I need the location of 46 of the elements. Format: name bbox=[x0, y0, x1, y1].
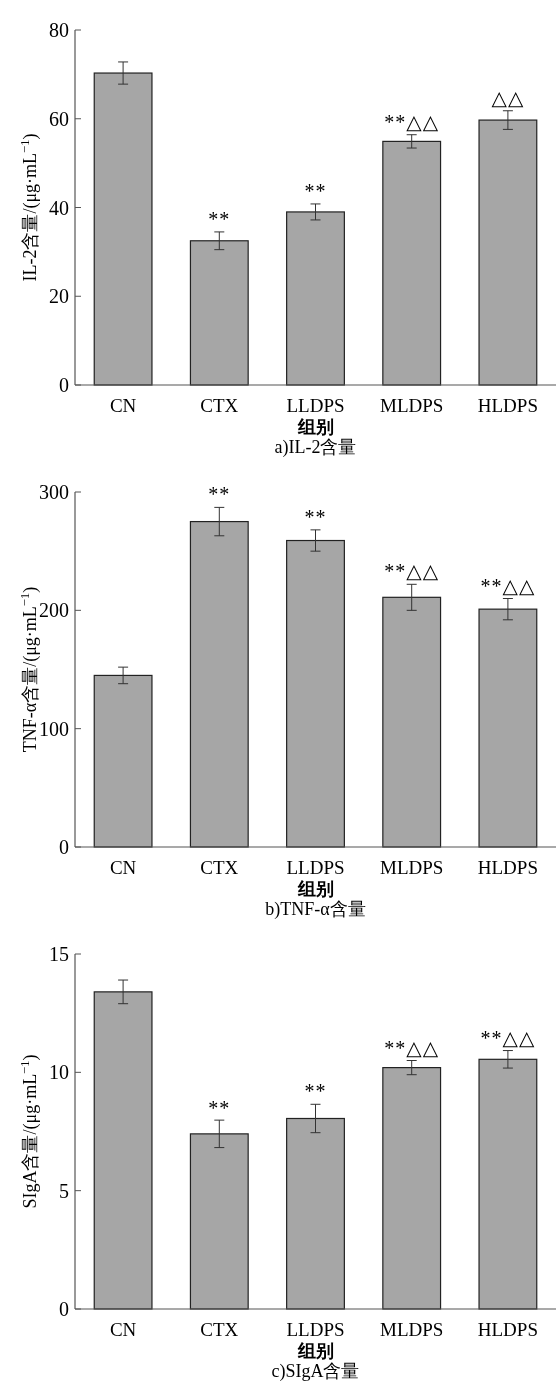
y-tick-label: 15 bbox=[49, 943, 69, 965]
annotation: △△ bbox=[491, 86, 525, 109]
annotation: **△△ bbox=[384, 110, 440, 133]
x-tick-label: HLDPS bbox=[477, 1319, 538, 1340]
x-tick-label: LLDPS bbox=[286, 1319, 345, 1340]
annotation: ** bbox=[208, 1096, 231, 1119]
y-tick-label: 40 bbox=[49, 196, 69, 219]
x-tick-label: CN bbox=[109, 395, 137, 416]
x-tick-label: CTX bbox=[200, 395, 239, 416]
x-tick-label: LLDPS bbox=[286, 395, 345, 416]
y-tick-label: 10 bbox=[49, 1061, 69, 1084]
y-tick-label: 200 bbox=[39, 599, 69, 622]
y-tick-label: 0 bbox=[59, 374, 69, 396]
y-tick-label: 100 bbox=[39, 717, 69, 740]
x-tick-label: MLDPS bbox=[380, 395, 444, 416]
y-tick-label: 300 bbox=[39, 481, 69, 503]
x-tick-label: MLDPS bbox=[380, 857, 444, 878]
y-tick-label: 5 bbox=[59, 1179, 69, 1202]
x-axis-title: 组别 bbox=[296, 879, 334, 899]
annotation: ** bbox=[304, 1080, 327, 1103]
x-tick-label: CTX bbox=[200, 857, 239, 878]
x-axis-title: 组别 bbox=[296, 417, 334, 437]
y-tick-label: 0 bbox=[59, 836, 69, 858]
x-axis-title: 组别 bbox=[296, 1341, 334, 1361]
y-tick-label: 80 bbox=[49, 19, 69, 41]
x-tick-label: CN bbox=[109, 1319, 137, 1340]
annotation: **△△ bbox=[480, 574, 536, 597]
y-tick-label: 60 bbox=[49, 107, 69, 130]
x-tick-label: CTX bbox=[200, 1319, 239, 1340]
annotation: **△△ bbox=[480, 1027, 536, 1050]
annotation: **△△ bbox=[384, 1036, 440, 1059]
x-tick-label: CN bbox=[109, 857, 137, 878]
y-tick-label: 0 bbox=[59, 1298, 69, 1320]
x-tick-label: HLDPS bbox=[477, 857, 538, 878]
y-tick-label: 20 bbox=[49, 285, 69, 308]
x-tick-label: MLDPS bbox=[380, 1319, 444, 1340]
annotation: ** bbox=[208, 207, 231, 230]
annotation: ** bbox=[304, 179, 327, 202]
text: a)IL-2含量 bbox=[274, 437, 357, 458]
text: c)SIgA含量 bbox=[271, 1361, 360, 1382]
annotation: ** bbox=[304, 505, 327, 528]
text: b)TNF-α含量 bbox=[265, 899, 366, 920]
x-tick-label: HLDPS bbox=[477, 395, 538, 416]
annotation: ** bbox=[208, 483, 231, 506]
x-tick-label: LLDPS bbox=[286, 857, 345, 878]
annotation: **△△ bbox=[384, 560, 440, 583]
